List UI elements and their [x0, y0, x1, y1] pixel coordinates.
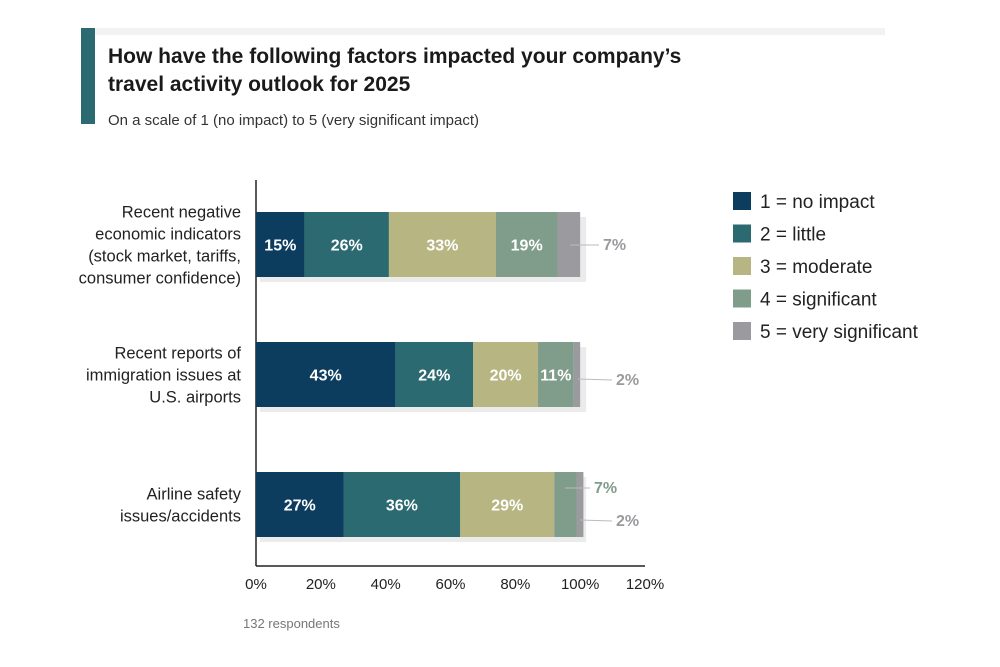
x-tick-label: 120% — [626, 576, 664, 593]
category-label: Recent negative — [122, 204, 241, 222]
data-label: 33% — [426, 238, 458, 255]
legend-label: 1 = no impact — [760, 192, 875, 213]
bar-segment — [554, 472, 577, 537]
category-label: Airline safety — [147, 486, 242, 504]
footnote: 132 respondents — [243, 616, 340, 631]
category-label: economic indicators — [95, 226, 241, 244]
data-label: 19% — [511, 238, 543, 255]
legend-label: 3 = moderate — [760, 257, 873, 278]
bar-segment — [557, 212, 581, 277]
category-label: issues/accidents — [120, 508, 241, 526]
legend-label: 4 = significant — [760, 290, 877, 311]
callout-line — [579, 519, 613, 522]
x-tick-label: 40% — [371, 576, 401, 593]
category-label: Recent reports of — [114, 345, 241, 363]
chart-subtitle: On a scale of 1 (no impact) to 5 (very s… — [108, 112, 479, 129]
x-tick-label: 100% — [561, 576, 599, 593]
chart-title: How have the following factors impacted … — [108, 45, 681, 68]
callout-line — [577, 378, 613, 381]
legend-label: 2 = little — [760, 225, 826, 246]
data-label: 29% — [491, 498, 523, 515]
category-label: (stock market, tariffs, — [88, 248, 241, 266]
category-label: immigration issues at — [86, 367, 241, 385]
data-label: 7% — [603, 237, 626, 254]
category-label: U.S. airports — [149, 389, 241, 407]
data-label: 24% — [418, 368, 450, 385]
x-tick-label: 60% — [435, 576, 465, 593]
legend-swatch — [733, 224, 751, 243]
legend-swatch — [733, 192, 751, 210]
data-label: 27% — [284, 498, 316, 515]
legend-label: 5 = very significant — [760, 322, 919, 343]
data-label: 26% — [331, 238, 363, 255]
data-label: 20% — [490, 368, 522, 385]
data-label: 11% — [540, 368, 571, 385]
data-label: 2% — [616, 513, 639, 530]
bar-segment — [304, 212, 389, 277]
bar-segment — [256, 212, 305, 277]
legend-swatch — [733, 289, 751, 308]
data-label: 7% — [594, 480, 617, 497]
chart-title: travel activity outlook for 2025 — [108, 73, 411, 96]
bar-segment — [573, 342, 581, 407]
x-tick-label: 20% — [306, 576, 336, 593]
data-label: 2% — [616, 372, 639, 389]
title-accent-bar — [81, 28, 95, 124]
bar-segment — [538, 342, 574, 407]
bar-segment — [473, 342, 539, 407]
category-label: consumer confidence) — [79, 270, 241, 288]
header-band — [95, 28, 885, 35]
bar-segment — [388, 212, 496, 277]
bar-segment — [395, 342, 474, 407]
data-label: 15% — [264, 238, 296, 255]
data-label: 36% — [386, 498, 418, 515]
bar-segment — [343, 472, 461, 537]
bar-segment — [460, 472, 555, 537]
bar-segment — [256, 472, 344, 537]
bar-segment — [256, 342, 396, 407]
x-tick-label: 0% — [245, 576, 267, 593]
data-label: 43% — [310, 368, 342, 385]
bar-segment — [495, 212, 558, 277]
x-tick-label: 80% — [500, 576, 530, 593]
legend-swatch — [733, 322, 751, 340]
legend-swatch — [733, 257, 751, 275]
bar-segment — [576, 472, 584, 537]
